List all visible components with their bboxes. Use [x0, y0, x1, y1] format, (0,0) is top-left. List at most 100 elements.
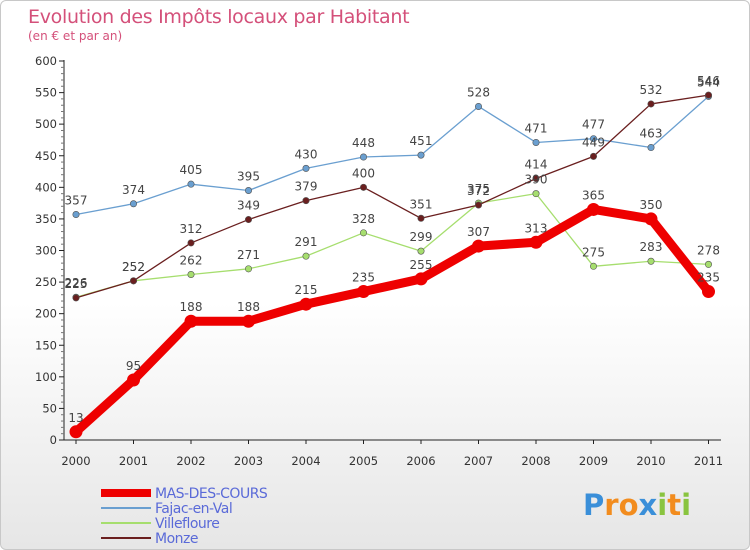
y-tick-label: 600 [35, 54, 57, 68]
data-label-monze: 400 [352, 166, 375, 180]
data-label-villefloure: 262 [180, 254, 203, 268]
y-tick-label: 250 [35, 275, 57, 289]
data-point-fajac-en-val [474, 102, 482, 110]
data-point-villefloure [417, 247, 425, 255]
data-label-fajac-en-val: 528 [467, 85, 490, 99]
data-label-monze: 349 [237, 199, 260, 213]
logo-letter: P [583, 488, 605, 522]
logo-letter: x [638, 488, 658, 522]
data-label-fajac-en-val: 451 [410, 134, 433, 148]
x-tick-label: 2011 [694, 454, 723, 468]
data-point-fajac-en-val [245, 186, 253, 194]
y-tick-label: 350 [35, 212, 57, 226]
data-label-monze: 449 [582, 135, 605, 149]
data-point-mas-des-cours [472, 239, 485, 253]
chart-subtitle: (en € et par an) [28, 29, 123, 43]
data-label-mas-des-cours: 215 [295, 283, 318, 297]
data-point-fajac-en-val [359, 153, 367, 161]
y-tick-label: 0 [50, 433, 57, 447]
y-tick-label: 200 [35, 307, 57, 321]
data-point-monze [245, 216, 253, 224]
data-point-mas-des-cours [644, 212, 658, 226]
data-point-mas-des-cours [529, 235, 543, 249]
data-label-mas-des-cours: 307 [467, 225, 490, 239]
data-point-monze [359, 183, 367, 191]
y-tick-label: 400 [35, 180, 57, 194]
data-point-villefloure [302, 252, 310, 260]
logo-letter: i [681, 488, 692, 522]
data-point-fajac-en-val [589, 135, 597, 143]
data-point-mas-des-cours [414, 272, 428, 286]
data-point-monze [532, 174, 540, 182]
data-point-mas-des-cours [587, 202, 600, 216]
data-label-fajac-en-val: 395 [237, 169, 260, 183]
x-tick-label: 2009 [579, 454, 608, 468]
data-label-fajac-en-val: 405 [180, 163, 203, 177]
data-point-fajac-en-val [72, 210, 80, 218]
data-label-mas-des-cours: 235 [352, 271, 375, 285]
data-point-mas-des-cours [69, 425, 83, 439]
series-line-mas-des-cours [71, 204, 713, 437]
data-point-monze [589, 152, 597, 160]
logo-letter: i [657, 488, 668, 522]
logo-letter: t [667, 488, 682, 522]
y-tick-label: 450 [35, 149, 57, 163]
data-point-villefloure [245, 265, 253, 273]
data-point-mas-des-cours [242, 314, 255, 328]
data-point-fajac-en-val [187, 180, 195, 188]
x-tick-label: 2008 [521, 454, 550, 468]
data-label-fajac-en-val: 448 [352, 136, 375, 150]
data-point-mas-des-cours [702, 285, 715, 299]
data-point-monze [187, 239, 195, 247]
legend-label: MAS-DES-COURS [155, 486, 268, 502]
data-point-fajac-en-val [647, 144, 655, 152]
data-point-monze [704, 91, 712, 99]
legend-label: Monze [155, 531, 198, 547]
x-tick-label: 2004 [291, 454, 320, 468]
y-tick-label: 550 [35, 86, 57, 100]
data-point-villefloure [532, 190, 540, 198]
data-label-mas-des-cours: 365 [582, 188, 605, 202]
data-label-mas-des-cours: 188 [237, 300, 260, 314]
data-point-villefloure [359, 229, 367, 237]
y-tick-label: 300 [35, 244, 57, 258]
data-label-monze: 351 [410, 197, 433, 211]
data-point-mas-des-cours [299, 297, 313, 311]
data-point-villefloure [647, 257, 655, 265]
data-point-monze [130, 277, 138, 285]
data-label-monze: 546 [697, 74, 720, 88]
data-point-mas-des-cours [127, 373, 140, 387]
data-label-villefloure: 291 [295, 235, 318, 249]
data-label-mas-des-cours: 350 [640, 198, 663, 212]
x-tick-label: 2000 [61, 454, 90, 468]
y-tick-label: 50 [42, 401, 57, 415]
data-label-villefloure: 328 [352, 212, 375, 226]
data-label-villefloure: 278 [697, 243, 720, 257]
data-point-mas-des-cours [357, 285, 370, 299]
data-label-villefloure: 299 [410, 230, 433, 244]
x-tick-label: 2002 [176, 454, 205, 468]
data-label-fajac-en-val: 544 [697, 75, 720, 89]
data-label-fajac-en-val: 471 [525, 121, 548, 135]
data-point-villefloure [187, 271, 195, 279]
data-label-monze: 225 [65, 277, 88, 291]
chart-title: Evolution des Impôts locaux par Habitant [28, 6, 410, 28]
data-label-fajac-en-val: 357 [65, 193, 88, 207]
x-tick-label: 2007 [464, 454, 493, 468]
logo-letter: r [604, 488, 619, 522]
data-point-mas-des-cours [184, 314, 198, 328]
data-label-monze: 372 [467, 184, 490, 198]
legend-label: Fajac-en-Val [155, 501, 232, 517]
data-point-fajac-en-val [417, 151, 425, 159]
y-tick-label: 150 [35, 338, 57, 352]
data-point-monze [647, 100, 655, 108]
data-label-fajac-en-val: 430 [295, 147, 318, 161]
data-label-monze: 532 [640, 83, 663, 97]
data-label-villefloure: 271 [237, 248, 260, 262]
data-label-fajac-en-val: 374 [122, 183, 145, 197]
data-label-mas-des-cours: 188 [180, 300, 203, 314]
data-point-fajac-en-val [130, 200, 138, 208]
data-point-monze [302, 197, 310, 205]
data-label-mas-des-cours: 313 [525, 221, 548, 235]
